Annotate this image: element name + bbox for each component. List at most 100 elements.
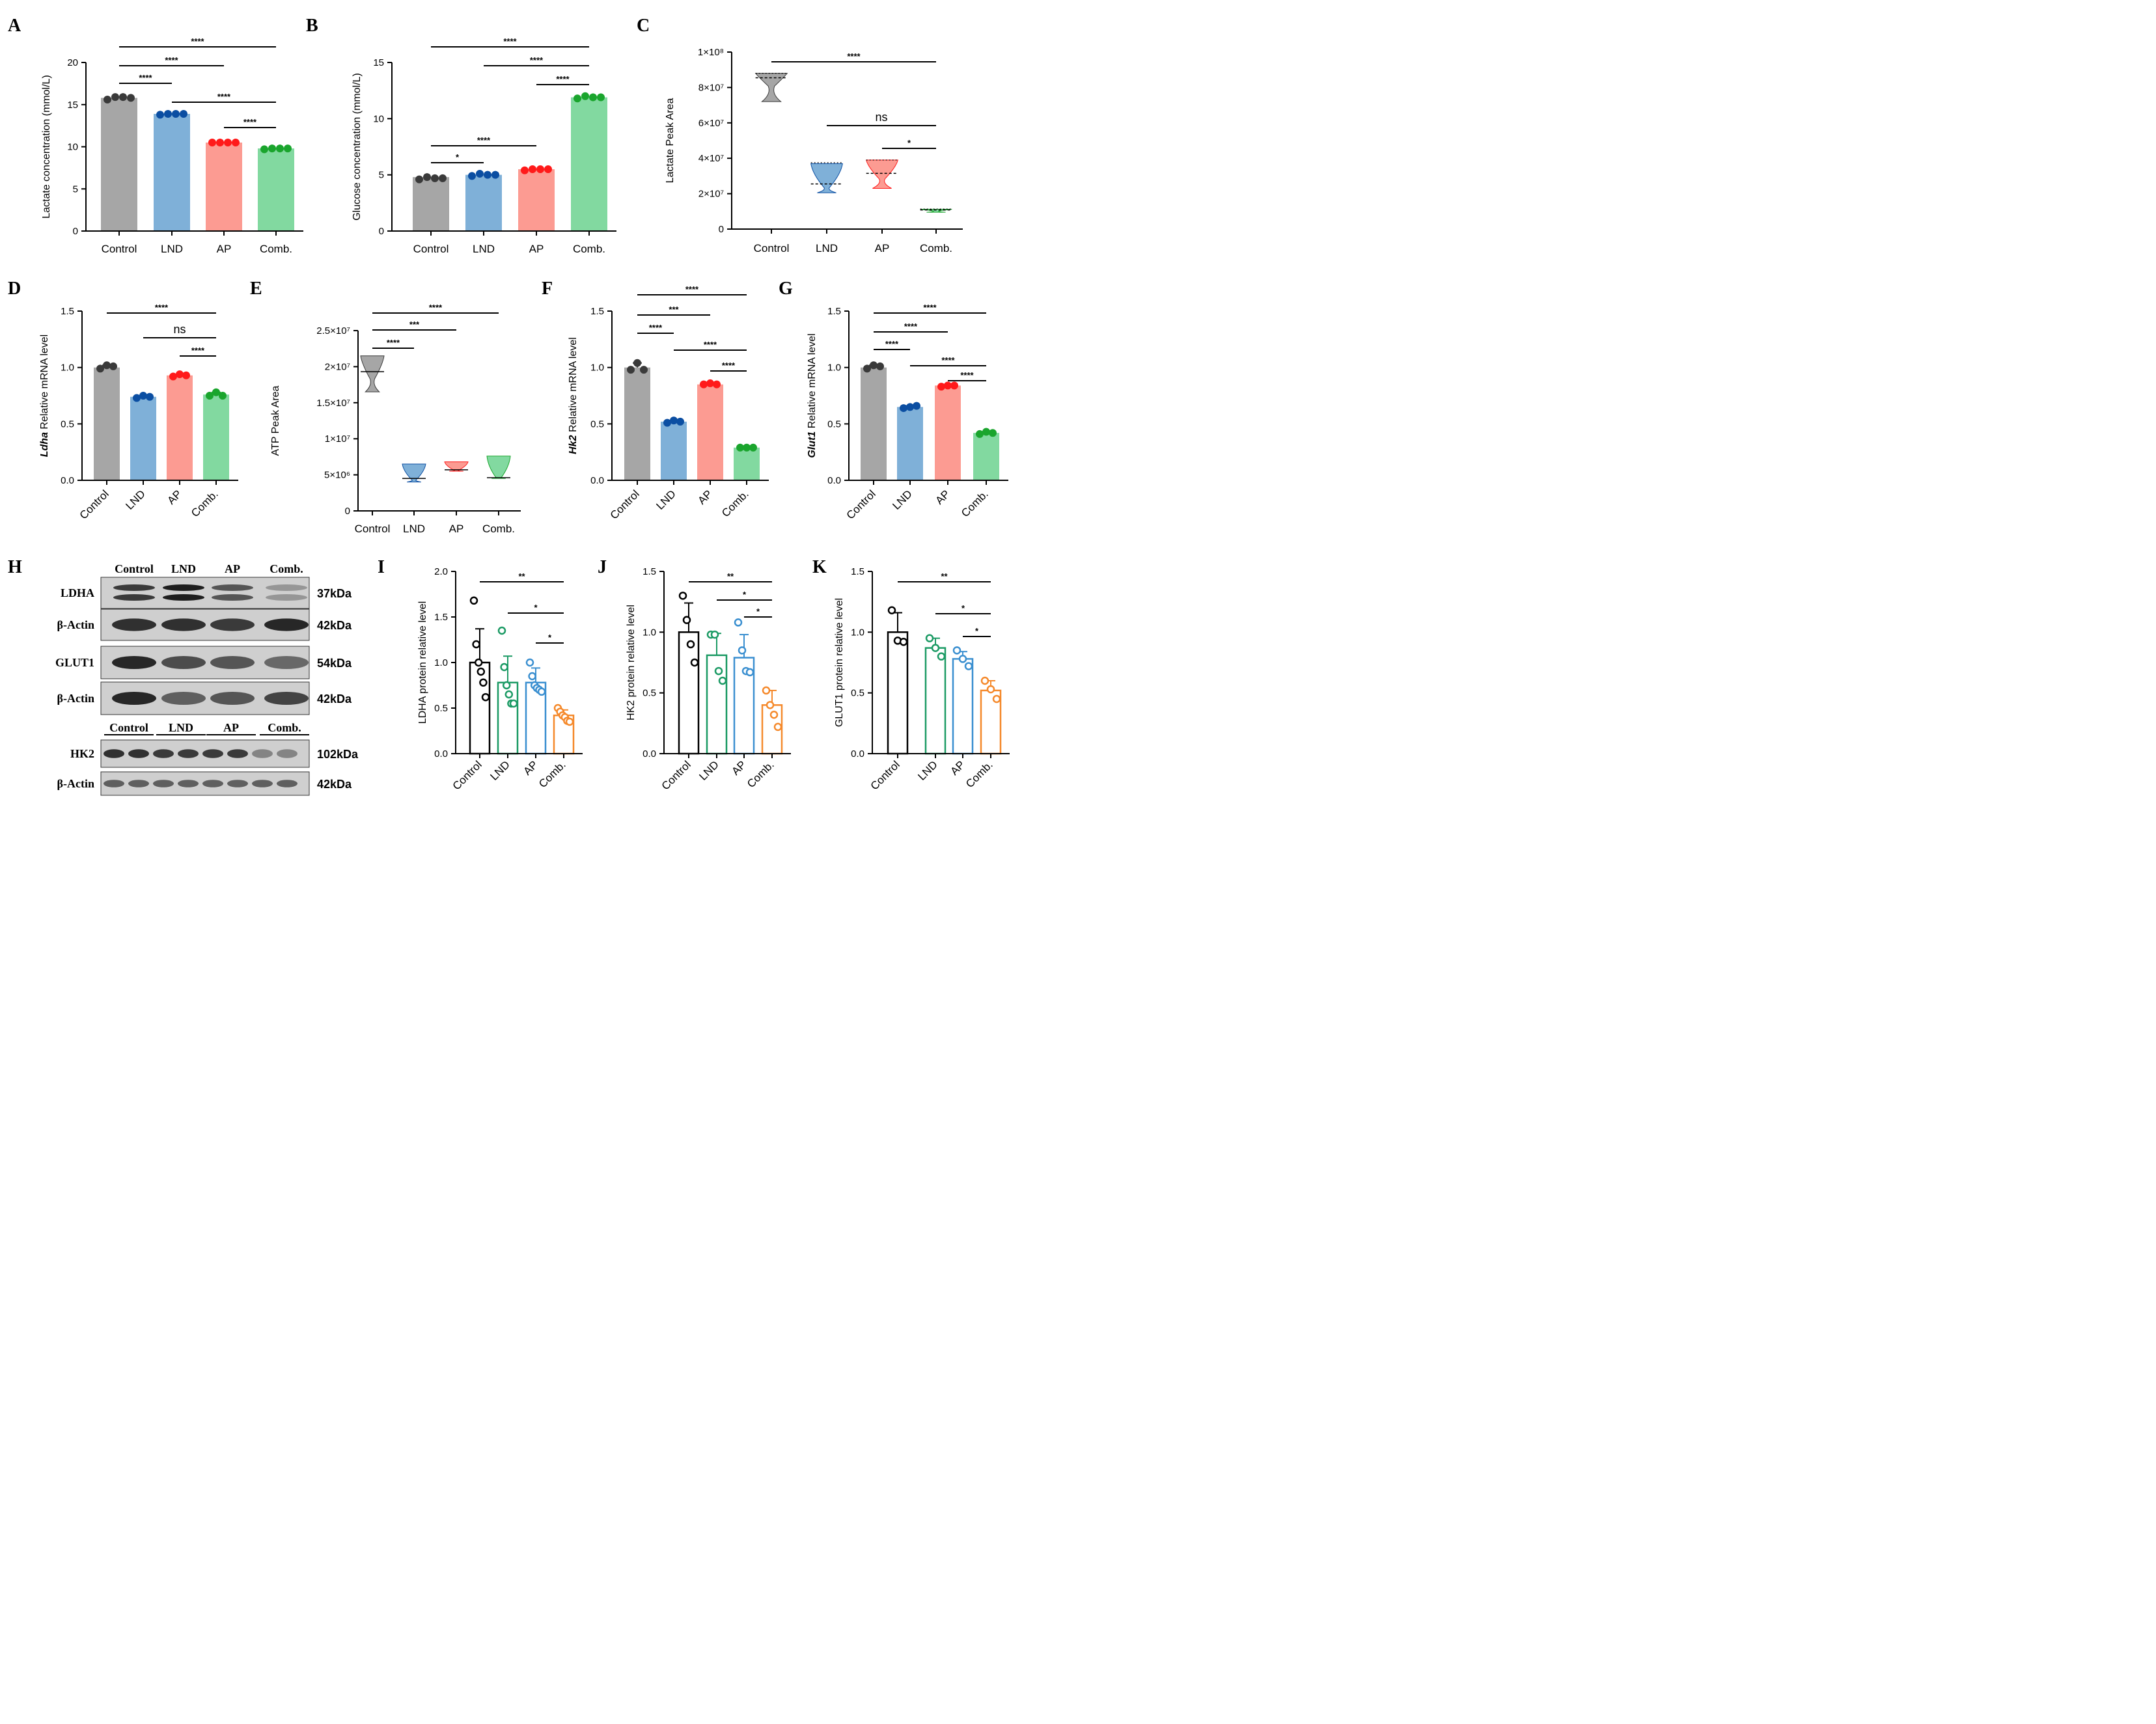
y-tick-label: 0.5: [590, 418, 604, 430]
category-label: Control: [844, 487, 878, 521]
data-point: [952, 646, 961, 655]
blot-band: [227, 780, 248, 787]
y-axis-label: Ldha Relative mRNA level: [39, 335, 50, 458]
category-label: Control: [355, 523, 391, 535]
data-point: [224, 139, 232, 147]
bar: [571, 97, 607, 231]
data-point: [439, 174, 447, 182]
blot-band: [212, 594, 253, 601]
panel-letter: J: [598, 557, 607, 577]
blot-band: [161, 692, 206, 705]
blot-kda-label: 42kDa: [317, 619, 352, 632]
bar: [154, 113, 190, 231]
y-tick-label: 0.5: [61, 418, 74, 430]
category-label: Comb.: [719, 487, 751, 519]
data-point: [769, 711, 779, 719]
data-point: [423, 173, 431, 182]
data-point: [989, 429, 997, 437]
significance-label: ****: [429, 303, 443, 312]
y-tick-label: 5: [73, 184, 78, 195]
bar: [973, 433, 999, 480]
significance-label: ****: [960, 370, 974, 380]
significance-label: *: [456, 152, 460, 162]
blot-band: [266, 584, 307, 591]
significance-label: ****: [155, 303, 169, 312]
data-point: [686, 640, 695, 649]
category-label: Comb.: [536, 758, 568, 790]
category-label: Control: [608, 487, 642, 521]
category-label: Control: [659, 758, 693, 792]
category-label: Comb.: [745, 758, 777, 790]
data-point: [958, 655, 967, 663]
y-axis-label: Lactate Peak Area: [665, 98, 676, 184]
category-label: AP: [875, 242, 890, 254]
blot-band: [104, 780, 124, 787]
significance-label: ****: [191, 36, 204, 46]
panel-letter: I: [378, 557, 385, 577]
data-point: [164, 109, 172, 118]
blot-band: [210, 656, 255, 669]
y-tick-label: 1.5: [851, 566, 864, 577]
data-point: [502, 681, 511, 690]
panel-F: 0.0 0.5 1.0 1.5 Control LND AP Comb. Hk2 Relativ…: [542, 279, 769, 522]
data-point: [206, 392, 214, 400]
significance-label: ****: [530, 55, 544, 65]
data-point: [180, 109, 187, 118]
data-point: [479, 678, 488, 687]
data-point: [477, 667, 486, 676]
blot-lane-label: Control: [109, 721, 148, 734]
y-tick-label: 15: [373, 57, 384, 68]
data-point: [633, 359, 641, 367]
category-label: AP: [529, 243, 544, 255]
data-point: [208, 139, 216, 147]
violin: [486, 456, 511, 479]
data-point: [870, 361, 878, 370]
y-tick-label: 20: [67, 57, 78, 68]
bar: [661, 421, 687, 480]
data-point: [139, 392, 147, 400]
significance-label: ****: [243, 117, 257, 127]
data-point: [762, 686, 771, 695]
category-label: Comb.: [260, 243, 292, 255]
category-label: LND: [488, 758, 512, 782]
data-point: [736, 443, 744, 452]
data-point: [986, 685, 995, 694]
significance-label: **: [727, 571, 734, 581]
panel-letter: K: [812, 557, 827, 577]
data-point: [749, 443, 757, 452]
blot-band: [163, 584, 204, 591]
y-tick-label: 1×10⁷: [325, 433, 350, 445]
y-tick-label: 0.0: [590, 475, 604, 486]
y-tick-label: 0: [73, 226, 78, 237]
panel-letter: F: [542, 279, 553, 299]
data-point: [133, 394, 141, 402]
data-point: [565, 717, 574, 726]
data-point: [906, 403, 914, 411]
y-tick-label: 1.0: [827, 363, 841, 374]
y-tick-label: 1.5: [590, 306, 604, 317]
blot-band: [161, 656, 206, 669]
category-label: Comb.: [573, 243, 605, 255]
data-point: [899, 638, 908, 646]
y-tick-label: 8×10⁷: [698, 82, 724, 93]
y-tick-label: 2×10⁷: [698, 189, 724, 200]
blot-band: [212, 584, 253, 591]
blot-band: [178, 780, 199, 787]
category-label: LND: [816, 242, 838, 254]
significance-label: ****: [503, 36, 517, 46]
blot-band: [202, 749, 223, 758]
bar: [203, 394, 229, 480]
data-point: [714, 666, 723, 676]
y-axis-label: LDHA protein relative level: [417, 601, 428, 724]
y-tick-label: 0.0: [643, 748, 656, 759]
data-point: [678, 592, 687, 600]
category-label: LND: [161, 243, 183, 255]
panel-letter: B: [306, 16, 318, 36]
bar: [258, 148, 294, 231]
category-label: Control: [77, 487, 111, 521]
data-point: [472, 640, 480, 649]
category-label: Control: [102, 243, 137, 255]
data-point: [589, 93, 597, 102]
